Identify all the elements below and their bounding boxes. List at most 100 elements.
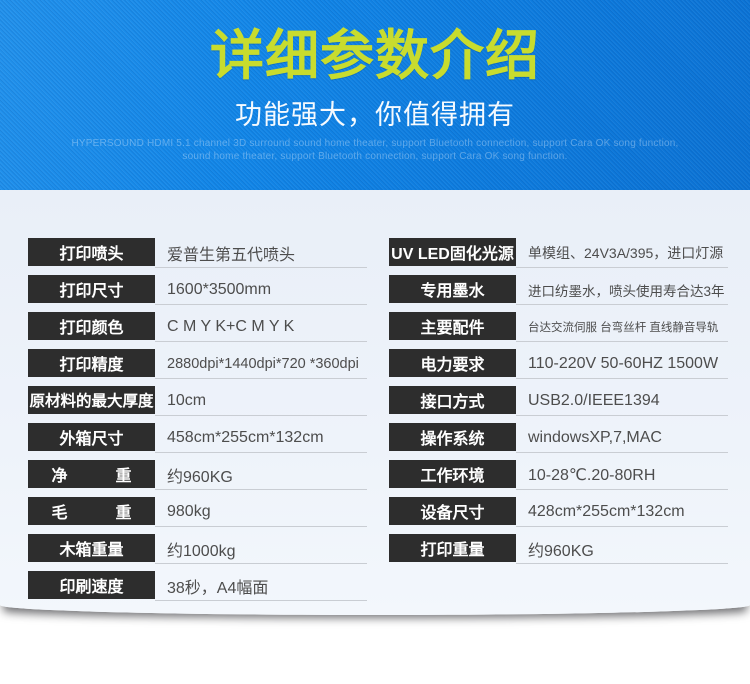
spec-value-text: windowsXP,7,MAC [528,428,662,446]
spec-label-text: 印刷速度 [59,579,124,596]
spec-value: C M Y K+C M Y K [155,312,367,342]
spec-label: 工作环境 [389,460,516,488]
spec-row-working-environment: 工作环境 10-28℃.20-80RH [389,460,728,490]
spec-label-text: 木箱重量 [59,542,124,559]
spec-value-text: USB2.0/IEEE1394 [528,391,660,409]
spec-label: 木箱重量 [28,534,155,562]
spec-row-equipment-size: 设备尺寸 428cm*255cm*132cm [389,497,728,527]
spec-value-text: 约1000kg [167,542,236,560]
spec-label: 外箱尺寸 [28,423,155,451]
spec-value-text: 980kg [167,502,211,520]
spec-value: 10cm [155,386,367,416]
spec-value: 10-28℃.20-80RH [516,460,728,490]
spec-value: 1600*3500mm [155,275,367,305]
spec-value-text: 约960KG [167,468,233,486]
spec-label: 电力要求 [389,349,516,377]
spec-label-text: 净 重 [51,468,132,485]
spec-value: 单模组、24V3A/395，进口灯源 [516,238,728,268]
spec-value-text: 2880dpi*1440dpi*720 *360dpi [167,355,359,372]
spec-label-text: UV LED固化光源 [391,246,514,263]
spec-label: 净 重 [28,460,155,488]
spec-value-text: 458cm*255cm*132cm [167,428,324,446]
spec-value: 台达交流伺服 台弯丝杆 直线静音导轨 [516,312,728,342]
spec-row-max-material-thickness: 原材料的最大厚度 10cm [28,386,367,416]
spec-label: 接口方式 [389,386,516,414]
spec-row-power-requirements: 电力要求 110-220V 50-60HZ 1500W [389,349,728,379]
spec-label-text: 原材料的最大厚度 [29,393,154,410]
spec-column-right: UV LED固化光源 单模组、24V3A/395，进口灯源 专用墨水 进口纺墨水… [389,238,728,608]
spec-value: 2880dpi*1440dpi*720 *360dpi [155,349,367,379]
spec-row-dedicated-ink: 专用墨水 进口纺墨水，喷头使用寿合达3年 [389,275,728,305]
spec-label-text: 电力要求 [420,357,485,374]
spec-label-text: 操作系统 [420,431,485,448]
spec-label: 打印精度 [28,349,155,377]
spec-sheet: 打印喷头 爱普生第五代喷头 打印尺寸 1600*3500mm 打印颜色 C M … [0,190,750,615]
spec-value: 约960KG [155,460,367,490]
spec-label: 毛 重 [28,497,155,525]
spec-label: 操作系统 [389,423,516,451]
spec-label-text: 设备尺寸 [420,505,485,522]
spec-label-text: 外箱尺寸 [59,431,124,448]
spec-label: 打印颜色 [28,312,155,340]
spec-label: 主要配件 [389,312,516,340]
spec-row-net-weight: 净 重 约960KG [28,460,367,490]
spec-label-text: 打印重量 [420,542,485,559]
spec-label: UV LED固化光源 [389,238,516,266]
spec-value-text: 爱普生第五代喷头 [167,246,296,264]
spec-label-text: 毛 重 [51,505,132,522]
spec-value: 约960KG [516,534,728,564]
spec-label: 专用墨水 [389,275,516,303]
spec-value-text: 台达交流伺服 台弯丝杆 直线静音导轨 [528,321,719,334]
spec-row-print-weight: 打印重量 约960KG [389,534,728,564]
spec-label: 打印重量 [389,534,516,562]
spec-value-text: 单模组、24V3A/395，进口灯源 [528,244,724,261]
spec-value-text: 进口纺墨水，喷头使用寿合达3年 [528,283,725,299]
spec-value-text: 1600*3500mm [167,280,272,298]
spec-value-text: 110-220V 50-60HZ 1500W [528,354,719,372]
spec-value-text: 约960KG [528,542,594,560]
watermark-line-1: HYPERSOUND HDMI 5.1 channel 3D surround … [71,138,679,149]
spec-row-uv-led-light-source: UV LED固化光源 单模组、24V3A/395，进口灯源 [389,238,728,268]
spec-row-print-head: 打印喷头 爱普生第五代喷头 [28,238,367,268]
spec-row-crate-weight: 木箱重量 约1000kg [28,534,367,564]
spec-label-text: 打印喷头 [59,246,124,263]
banner: 详细参数介绍 功能强大，你值得拥有 HYPERSOUND HDMI 5.1 ch… [0,0,750,190]
spec-value: 110-220V 50-60HZ 1500W [516,349,728,379]
spec-columns: 打印喷头 爱普生第五代喷头 打印尺寸 1600*3500mm 打印颜色 C M … [28,238,728,608]
spec-label-text: 打印尺寸 [59,283,124,300]
spec-label: 原材料的最大厚度 [28,386,155,414]
watermark-line-2: sound home theater, support Bluetooth co… [182,151,568,162]
spec-row-print-precision: 打印精度 2880dpi*1440dpi*720 *360dpi [28,349,367,379]
spec-label-text: 工作环境 [420,468,485,485]
spec-row-outer-box-size: 外箱尺寸 458cm*255cm*132cm [28,423,367,453]
spec-label-text: 打印精度 [59,357,124,374]
spec-label-text: 专用墨水 [420,283,485,300]
spec-row-operating-system: 操作系统 windowsXP,7,MAC [389,423,728,453]
spec-value: 458cm*255cm*132cm [155,423,367,453]
spec-row-interface: 接口方式 USB2.0/IEEE1394 [389,386,728,416]
spec-value: windowsXP,7,MAC [516,423,728,453]
spec-label: 打印喷头 [28,238,155,266]
spec-value: 428cm*255cm*132cm [516,497,728,527]
spec-label: 设备尺寸 [389,497,516,525]
spec-value: 980kg [155,497,367,527]
spec-value-text: 38秒，A4幅面 [167,579,269,597]
spec-value-text: C M Y K+C M Y K [167,317,295,335]
spec-label: 打印尺寸 [28,275,155,303]
spec-column-left: 打印喷头 爱普生第五代喷头 打印尺寸 1600*3500mm 打印颜色 C M … [28,238,367,608]
spec-value: 约1000kg [155,534,367,564]
spec-value: USB2.0/IEEE1394 [516,386,728,416]
spec-label-text: 接口方式 [420,394,485,411]
spec-row-gross-weight: 毛 重 980kg [28,497,367,527]
page-subtitle: 功能强大，你值得拥有 [235,100,515,130]
spec-row-print-color: 打印颜色 C M Y K+C M Y K [28,312,367,342]
spec-label-text: 打印颜色 [59,320,124,337]
spec-value: 爱普生第五代喷头 [155,238,367,268]
spec-value-text: 10cm [167,391,207,409]
spec-label: 印刷速度 [28,571,155,599]
spec-value: 38秒，A4幅面 [155,571,367,601]
spec-row-print-size: 打印尺寸 1600*3500mm [28,275,367,305]
spec-value-text: 428cm*255cm*132cm [528,502,685,520]
spec-value-text: 10-28℃.20-80RH [528,466,656,484]
spec-row-main-components: 主要配件 台达交流伺服 台弯丝杆 直线静音导轨 [389,312,728,342]
